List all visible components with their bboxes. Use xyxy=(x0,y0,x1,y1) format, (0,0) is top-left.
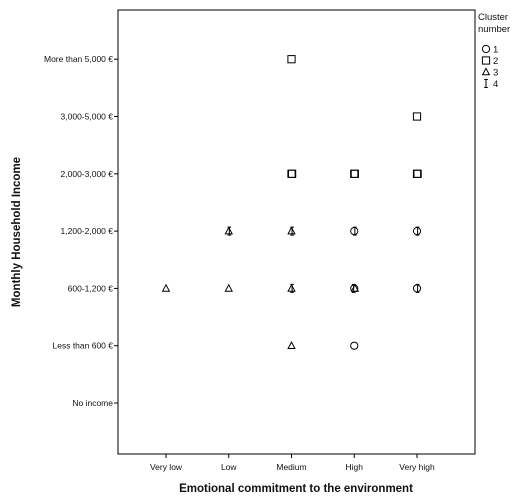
data-point xyxy=(287,226,296,236)
x-axis: Very low Low Medium High Very high xyxy=(150,454,435,472)
point-marker-cluster-4 xyxy=(290,283,294,293)
x-tick-label: Low xyxy=(221,462,237,472)
point-marker-cluster-3 xyxy=(224,226,233,235)
point-marker-cluster-4 xyxy=(415,226,420,236)
y-axis: No income Less than 600 € 600-1,200 € 1,200… xyxy=(44,54,118,408)
point-marker-cluster-1 xyxy=(350,227,359,236)
point-marker-cluster-2 xyxy=(413,169,422,178)
y-tick-label: No income xyxy=(72,398,113,408)
legend-label: 2 xyxy=(493,56,498,67)
point-marker-cluster-1 xyxy=(350,341,359,350)
point-marker-cluster-2 xyxy=(287,55,296,64)
point-marker-cluster-4 xyxy=(353,226,357,236)
point-marker-cluster-2 xyxy=(288,169,297,178)
legend-marker-square xyxy=(481,56,491,65)
y-tick-label: More than 5,000 € xyxy=(44,54,113,64)
legend-title-line-2: number xyxy=(478,24,510,35)
point-marker-cluster-4 xyxy=(415,283,420,293)
x-tick-label: Medium xyxy=(276,462,306,472)
point-marker-cluster-3 xyxy=(287,341,296,349)
y-tick-label: 2,000-3,000 € xyxy=(61,169,114,179)
y-tick-label: 1,200-2,000 € xyxy=(61,226,114,236)
x-tick-label: Very low xyxy=(150,462,183,472)
data-point xyxy=(287,55,296,64)
data-point xyxy=(350,283,360,293)
point-marker-cluster-4 xyxy=(351,283,356,293)
legend-marker-triangle xyxy=(481,67,491,76)
point-marker-cluster-1 xyxy=(412,284,422,293)
point-marker-cluster-1 xyxy=(412,227,422,236)
plot-frame xyxy=(117,9,476,455)
point-marker-cluster-3 xyxy=(287,283,296,292)
data-point xyxy=(412,112,422,121)
data-point xyxy=(412,169,422,178)
y-tick-label: 600-1,200 € xyxy=(68,283,114,293)
data-point xyxy=(287,169,297,178)
data-point xyxy=(350,169,359,178)
legend-marker-circle xyxy=(481,44,491,54)
legend-marker-ibeam xyxy=(484,79,488,88)
point-marker-cluster-2 xyxy=(412,112,422,121)
data-point xyxy=(224,226,233,236)
legend-label: 3 xyxy=(493,68,498,79)
point-marker-cluster-4 xyxy=(290,226,294,236)
y-axis-title: Monthly Household Income xyxy=(11,157,23,307)
y-tick-label: Less than 600 € xyxy=(53,341,114,351)
point-marker-cluster-3 xyxy=(161,283,171,292)
data-point xyxy=(412,283,422,293)
data-point xyxy=(287,283,296,293)
data-points xyxy=(161,55,422,350)
legend-label: 4 xyxy=(493,79,498,90)
point-marker-cluster-4 xyxy=(227,226,232,236)
y-tick-label: 3,000-5,000 € xyxy=(61,112,114,122)
x-axis-title: Emotional commitment to the environment xyxy=(179,483,413,495)
data-point xyxy=(287,341,296,349)
data-point xyxy=(224,283,233,292)
data-point xyxy=(350,226,359,236)
point-marker-cluster-3 xyxy=(287,226,296,235)
x-tick-label: Very high xyxy=(399,462,435,472)
legend-title-line-1: Cluster xyxy=(478,12,508,23)
point-marker-cluster-3 xyxy=(224,283,233,292)
x-tick-label: High xyxy=(346,462,364,472)
data-point xyxy=(350,341,359,350)
data-point xyxy=(161,283,171,292)
data-point xyxy=(412,226,422,236)
point-marker-cluster-2 xyxy=(350,169,359,178)
legend-label: 1 xyxy=(493,45,498,56)
